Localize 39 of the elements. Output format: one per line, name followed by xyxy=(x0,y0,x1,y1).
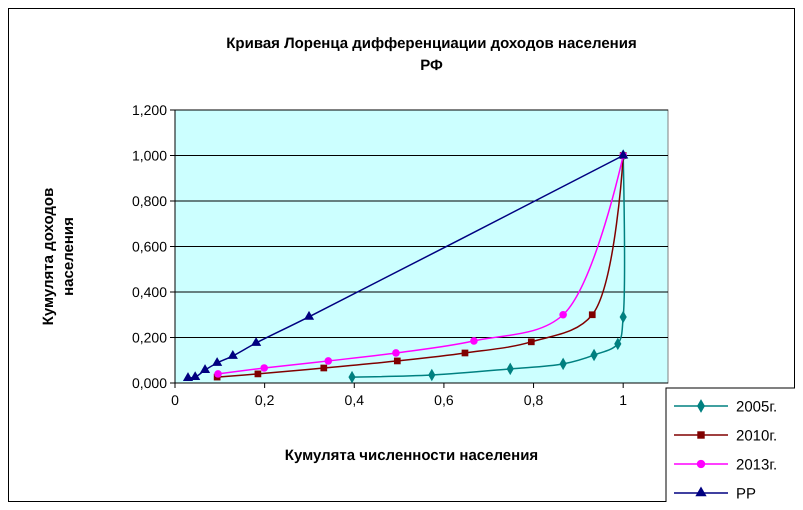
point xyxy=(228,350,238,359)
x-tick-label: 0,8 xyxy=(524,392,544,408)
y-tick-label: 0,400 xyxy=(132,284,168,300)
point xyxy=(588,311,596,318)
y-tick-label: 0,200 xyxy=(132,329,168,346)
legend-label: 2013г. xyxy=(736,456,778,474)
x-tick-label: 0,2 xyxy=(254,392,275,408)
point xyxy=(212,357,222,366)
point xyxy=(470,337,478,345)
x-tick-label: 0,6 xyxy=(434,392,454,408)
y-tick-label: 1,200 xyxy=(132,102,168,118)
x-tick-label: 0 xyxy=(171,392,180,408)
point xyxy=(528,338,535,346)
x-tick-label: 1 xyxy=(619,392,628,408)
legend-label: РР xyxy=(736,485,756,502)
point xyxy=(320,364,328,372)
point xyxy=(392,349,400,357)
point xyxy=(559,310,567,319)
point xyxy=(304,310,314,320)
legend-label: 2010г. xyxy=(736,427,778,444)
point xyxy=(200,364,210,373)
y-tick-label: 0,000 xyxy=(132,374,168,391)
y-tick-label: 0,800 xyxy=(132,192,168,209)
point xyxy=(260,364,268,372)
point xyxy=(462,350,468,356)
point xyxy=(254,370,262,378)
point xyxy=(251,337,262,346)
point xyxy=(182,372,194,381)
y-tick-label: 1,000 xyxy=(132,147,168,164)
x-tick-label: 0,4 xyxy=(344,392,364,408)
y-axis-title: Кумулята доходов населения xyxy=(40,188,77,326)
y-tick-label: 0,600 xyxy=(132,238,168,254)
point xyxy=(394,358,401,364)
legend-label: 2005г. xyxy=(736,398,778,416)
point xyxy=(190,371,200,380)
chart-title: Кривая Лоренца дифференциации доходов населения РФ xyxy=(226,35,637,74)
point xyxy=(214,370,222,378)
point xyxy=(324,357,332,365)
x-axis-title: Кумулята численности населения xyxy=(284,447,538,464)
